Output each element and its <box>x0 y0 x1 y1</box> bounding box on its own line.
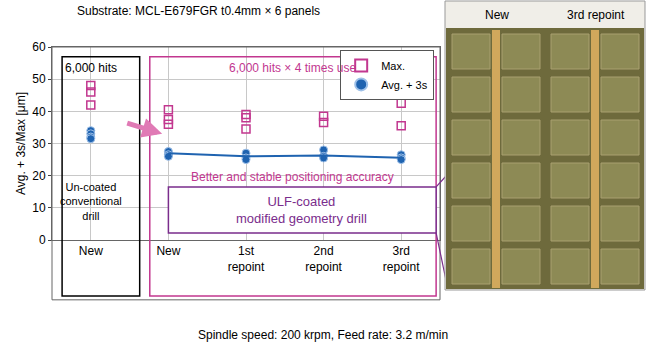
svg-text:3rdrepoint: 3rdrepoint <box>383 244 420 274</box>
svg-text:Max.: Max. <box>381 60 405 72</box>
svg-text:1strepoint: 1strepoint <box>228 244 265 274</box>
svg-text:2ndrepoint: 2ndrepoint <box>305 244 342 274</box>
svg-text:Better and stable positioning: Better and stable positioning accuracy <box>191 170 394 184</box>
svg-text:ULF-coatedmodified geometry dr: ULF-coatedmodified geometry drill <box>236 194 367 226</box>
svg-text:6,000 hits × 4 times use: 6,000 hits × 4 times use <box>229 61 356 75</box>
svg-text:3rd repoint: 3rd repoint <box>567 8 625 22</box>
svg-text:40: 40 <box>32 105 46 119</box>
svg-text:New: New <box>485 8 509 22</box>
svg-text:50: 50 <box>32 72 46 86</box>
svg-text:Un-coatedconventionaldrill: Un-coatedconventionaldrill <box>60 181 122 222</box>
svg-text:Avg. + 3s/Max [μm]: Avg. + 3s/Max [μm] <box>14 92 28 195</box>
svg-text:60: 60 <box>32 40 46 54</box>
svg-text:20: 20 <box>32 169 46 183</box>
svg-text:0: 0 <box>39 233 46 247</box>
svg-text:Spindle speed: 200 krpm, Feed: Spindle speed: 200 krpm, Feed rate: 3.2 … <box>198 328 448 342</box>
svg-text:30: 30 <box>32 137 46 151</box>
svg-text:Substrate: MCL-E679FGR t0.4mm: Substrate: MCL-E679FGR t0.4mm × 6 panels <box>77 4 320 18</box>
svg-text:New: New <box>156 244 180 258</box>
svg-text:New: New <box>79 244 103 258</box>
svg-text:6,000 hits: 6,000 hits <box>65 61 117 75</box>
svg-text:10: 10 <box>32 201 46 215</box>
svg-text:Avg. + 3s: Avg. + 3s <box>381 79 427 91</box>
